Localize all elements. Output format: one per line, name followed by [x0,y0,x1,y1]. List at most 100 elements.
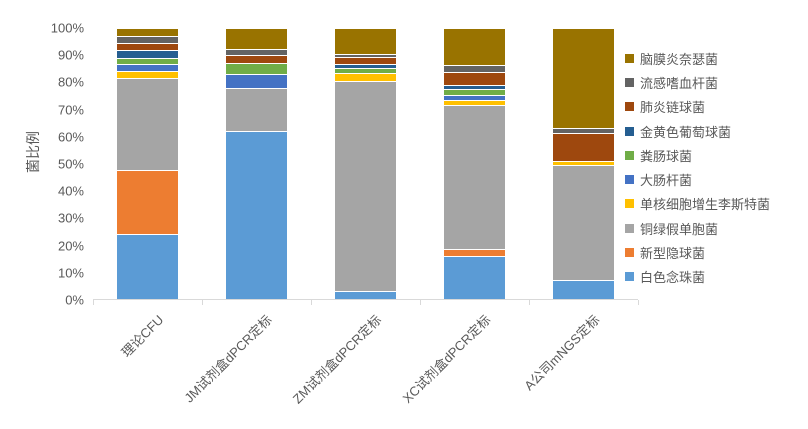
segment-白色念珠菌 [335,290,396,299]
y-axis-tick-label: 40% [57,183,84,199]
segment-单核细胞增生李斯特菌 [335,73,396,81]
x-axis-tick-mark [311,300,312,305]
segment-脑膜炎奈瑟菌 [553,28,614,128]
y-axis-tick-label: 20% [57,238,84,254]
segment-流感嗜血杆菌 [117,35,178,43]
legend-swatch-icon [625,223,634,233]
legend-label: 大肠杆菌 [640,173,693,189]
legend: 脑膜炎奈瑟菌 流感嗜血杆菌 肺炎链球菌金黄色葡萄球菌 粪肠球菌大肠杆菌单核细胞增生李斯… [625,46,770,289]
legend-item-白色念珠菌: 白色念珠菌 [625,265,770,289]
legend-label: 单核细胞增生李斯特菌 [640,197,771,213]
y-axis-tick-label: 100% [50,20,84,36]
segment-单核细胞增生李斯特菌 [117,71,178,78]
segment-肺炎链球菌 [117,42,178,51]
x-axis-category-label: 理论CFU [118,312,167,361]
legend-swatch-icon [625,77,634,87]
legend-label: 新型隐球菌 [640,246,706,262]
bar-A公司mNGS定标 [553,28,614,299]
legend-item-脑膜炎奈瑟菌: 脑膜炎奈瑟菌 [625,46,770,70]
segment-新型隐球菌 [117,169,178,234]
legend-label: 白色念珠菌 [640,270,706,286]
segment-铜绿假单胞菌 [117,77,178,170]
legend-swatch-icon [625,272,634,282]
segment-铜绿假单胞菌 [444,104,505,250]
segment-流感嗜血杆菌 [444,65,505,73]
y-axis-tick-label: 50% [57,156,84,172]
segment-新型隐球菌 [444,249,505,256]
segment-肺炎链球菌 [553,132,614,162]
x-axis-tick-mark [529,300,530,305]
y-axis-tick-label: 80% [57,74,84,90]
legend-item-新型隐球菌: 新型隐球菌 [625,240,770,264]
y-axis-title: 菌比例 [25,131,41,173]
bar-ZM试剂盒dPCR定标 [335,28,396,299]
bar-理论CFU [117,28,178,299]
segment-粪肠球菌 [117,57,178,65]
x-axis-category-label: JM试剂盒dPCR定标 [181,312,276,406]
segment-流感嗜血杆菌 [335,54,396,58]
segment-脑膜炎奈瑟菌 [117,28,178,36]
segment-脑膜炎奈瑟菌 [226,28,287,49]
plot-area [93,28,638,300]
x-axis-category-label: ZM试剂盒dPCR定标 [289,312,385,407]
x-axis-tick-mark [638,300,639,305]
legend-swatch-icon [625,126,634,136]
legend-label: 金黄色葡萄球菌 [640,124,732,140]
bar-JM试剂盒dPCR定标 [226,28,287,299]
legend-label: 粪肠球菌 [640,148,693,164]
segment-粪肠球菌 [226,63,287,75]
segment-脑膜炎奈瑟菌 [444,28,505,66]
segment-粪肠球菌 [444,88,505,96]
legend-item-铜绿假单胞菌: 铜绿假单胞菌 [625,216,770,240]
segment-肺炎链球菌 [444,72,505,85]
y-axis-tick-label: 10% [57,265,84,281]
legend-swatch-icon [625,199,634,209]
legend-label: 铜绿假单胞菌 [640,221,719,237]
legend-item-流感嗜血杆菌: 流感嗜血杆菌 [625,70,770,94]
segment-白色念珠菌 [444,255,505,299]
segment-肺炎链球菌 [226,55,287,64]
segment-白色念珠菌 [226,130,287,299]
segment-铜绿假单胞菌 [553,165,614,281]
segment-大肠杆菌 [226,74,287,89]
legend-label: 肺炎链球菌 [640,100,706,116]
legend-swatch-icon [625,175,634,185]
y-axis-tick-label: 30% [57,210,84,226]
segment-单核细胞增生李斯特菌 [553,161,614,166]
y-axis-tick-label: 0% [65,292,84,308]
segment-金黄色葡萄球菌 [444,84,505,89]
legend-item-大肠杆菌: 大肠杆菌 [625,167,770,191]
segment-金黄色葡萄球菌 [335,63,396,68]
y-axis-tick-label: 60% [57,129,84,145]
legend-label: 脑膜炎奈瑟菌 [640,51,719,67]
segment-白色念珠菌 [553,280,614,299]
legend-swatch-icon [625,150,634,160]
legend-item-肺炎链球菌: 肺炎链球菌 [625,95,770,119]
x-axis-tick-mark [202,300,203,305]
legend-item-金黄色葡萄球菌: 金黄色葡萄球菌 [625,119,770,143]
legend-item-单核细胞增生李斯特菌: 单核细胞增生李斯特菌 [625,192,770,216]
segment-大肠杆菌 [117,64,178,72]
y-axis-tick-label: 90% [57,47,84,63]
segment-铜绿假单胞菌 [226,88,287,131]
y-axis-tick-label: 70% [57,102,84,118]
segment-单核细胞增生李斯特菌 [444,99,505,105]
segment-流感嗜血杆菌 [226,48,287,56]
bar-XC试剂盒dPCR定标 [444,28,505,299]
legend-swatch-icon [625,102,634,112]
segment-白色念珠菌 [117,233,178,299]
x-axis-tick-mark [420,300,421,305]
segment-粪肠球菌 [335,67,396,74]
segment-流感嗜血杆菌 [553,127,614,133]
segment-金黄色葡萄球菌 [117,50,178,58]
segment-铜绿假单胞菌 [335,80,396,291]
segment-脑膜炎奈瑟菌 [335,28,396,55]
legend-item-粪肠球菌: 粪肠球菌 [625,143,770,167]
legend-label: 流感嗜血杆菌 [640,75,719,91]
segment-肺炎链球菌 [335,57,396,64]
segment-大肠杆菌 [444,95,505,100]
x-axis-category-label: XC试剂盒dPCR定标 [399,312,494,406]
x-axis-category-label: A公司mNGS定标 [521,312,603,394]
legend-swatch-icon [625,53,634,63]
